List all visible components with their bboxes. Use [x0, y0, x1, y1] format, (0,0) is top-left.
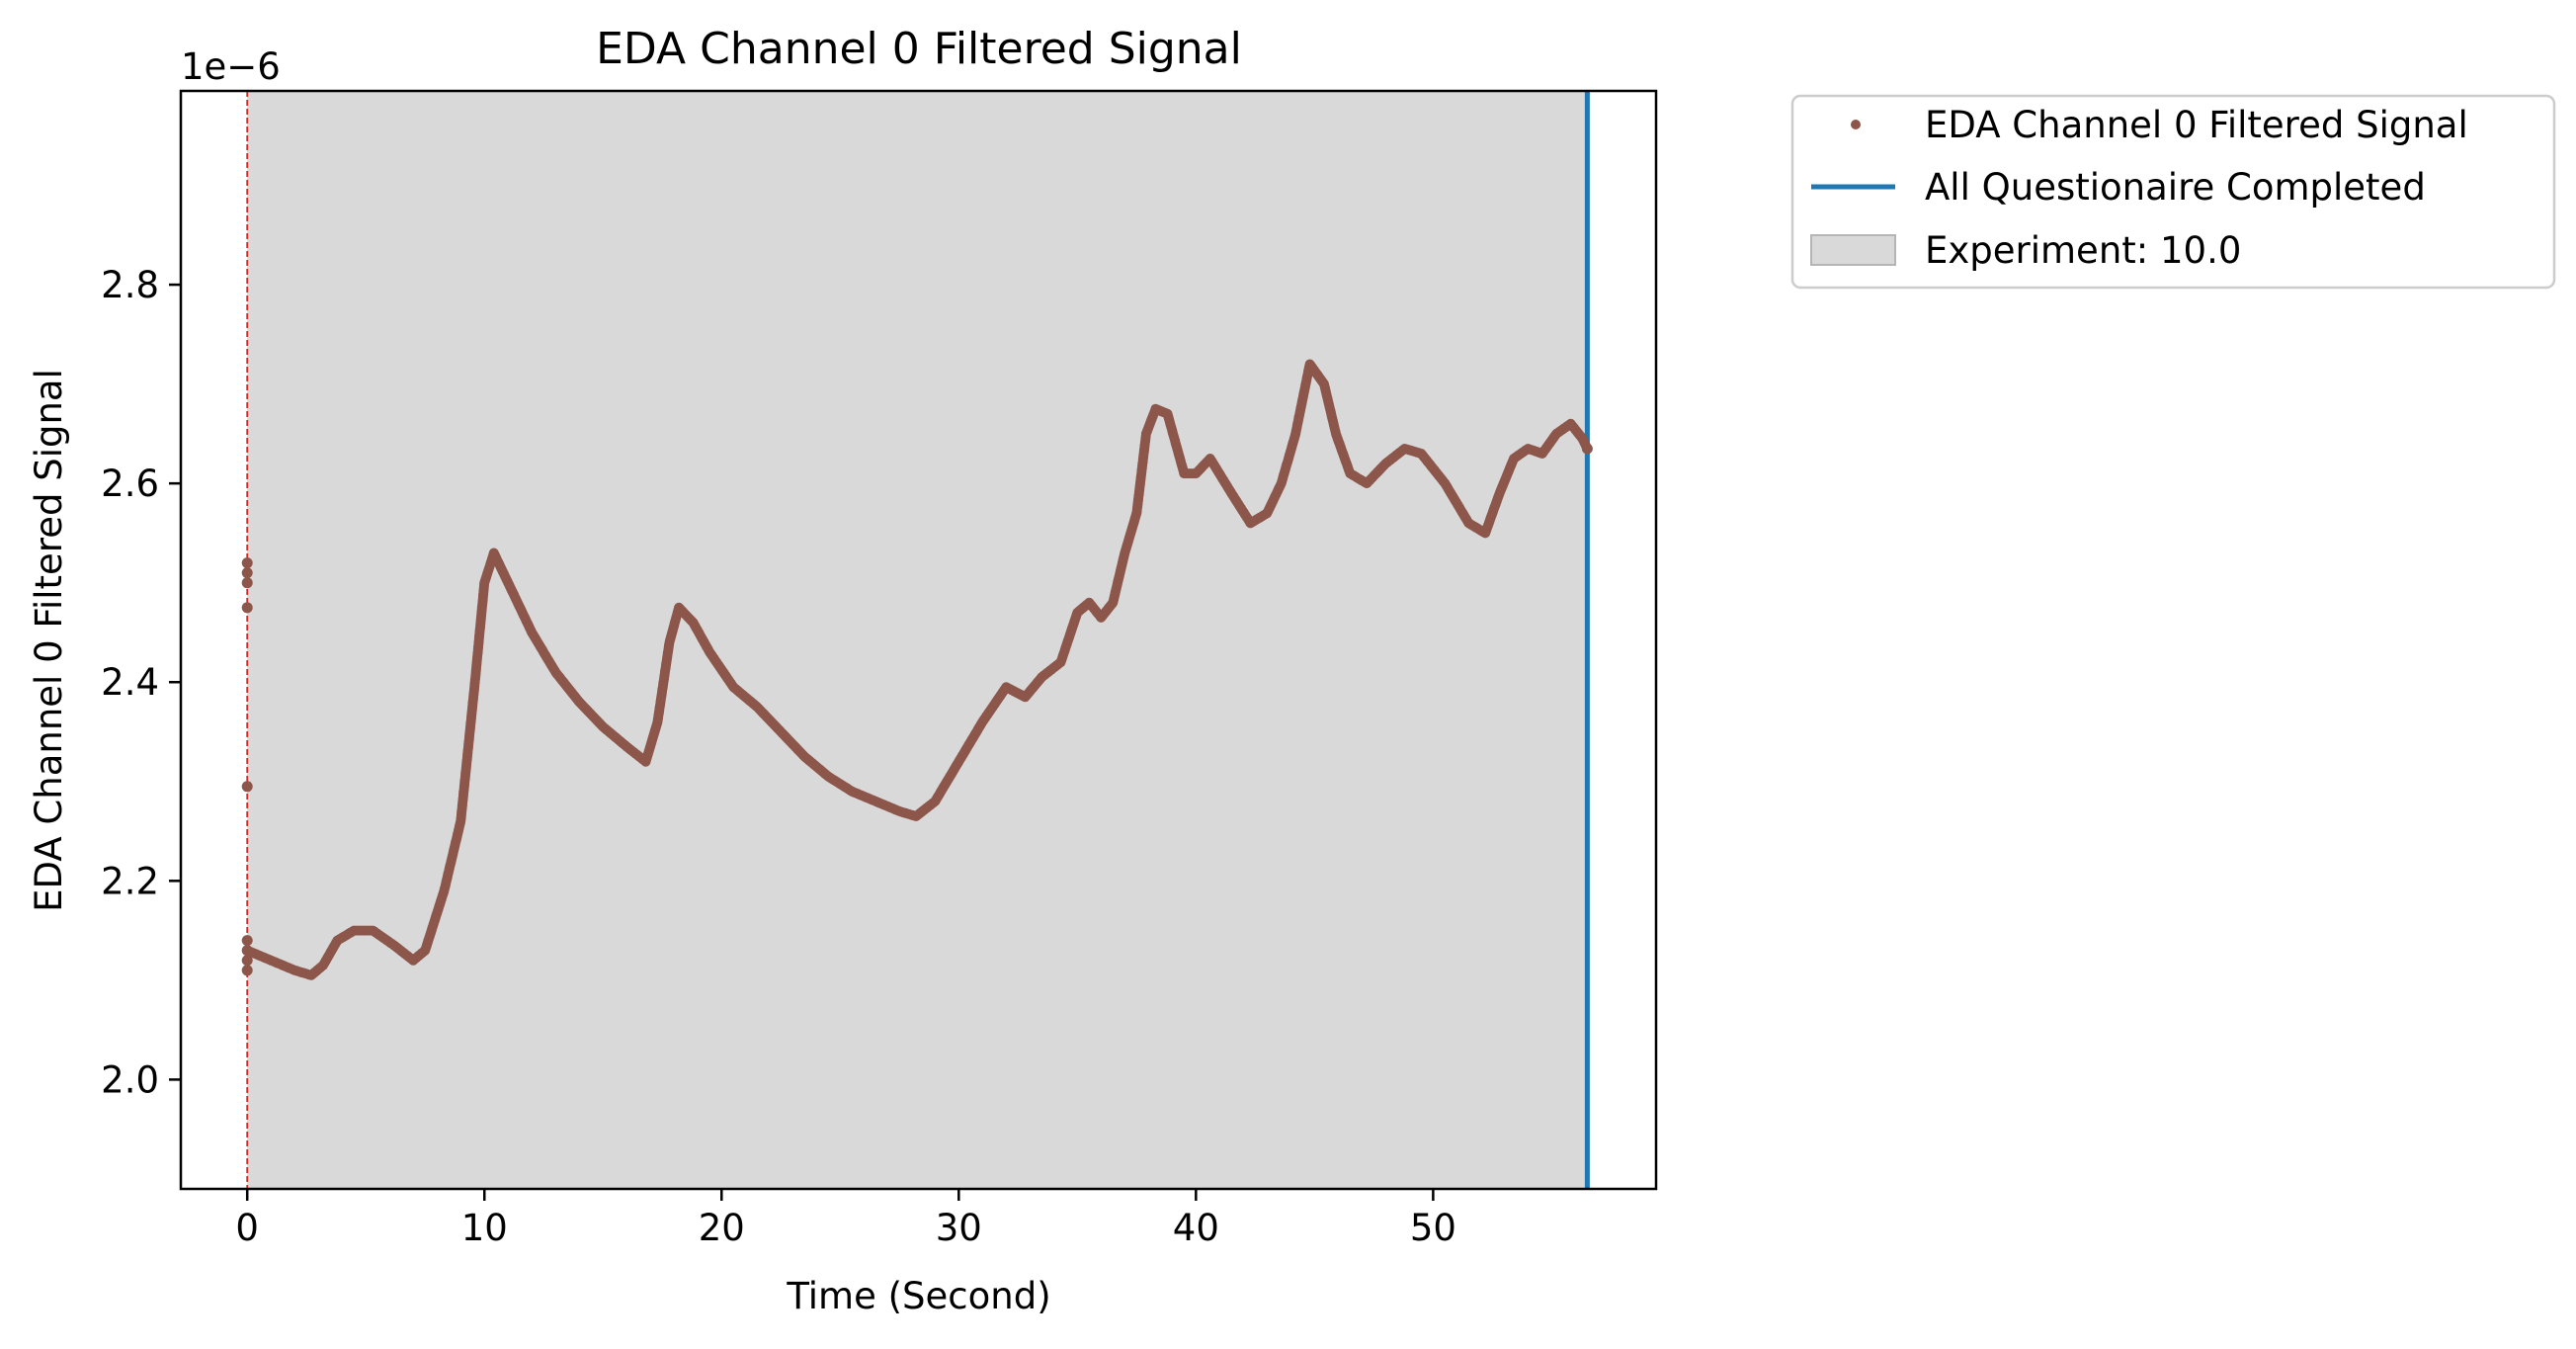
- data-point: [241, 955, 253, 967]
- data-point: [241, 965, 253, 976]
- legend-marker-signal: [1851, 120, 1861, 129]
- x-axis: 0 10 20 30 40 50: [235, 1189, 1456, 1249]
- legend-patch-experiment: [1810, 234, 1896, 266]
- data-point: [241, 945, 253, 957]
- y-tick-label: 2.4: [101, 661, 159, 704]
- chart-title: EDA Channel 0 Filtered Signal: [596, 24, 1242, 74]
- data-point: [241, 567, 253, 579]
- x-tick-label: 50: [1410, 1207, 1456, 1249]
- experiment-shaded-region: [247, 91, 1588, 1189]
- y-offset-label: 1e−6: [181, 45, 281, 88]
- data-points: [241, 359, 1593, 980]
- legend-label-signal: EDA Channel 0 Filtered Signal: [1925, 104, 2468, 146]
- x-tick-label: 40: [1173, 1207, 1219, 1249]
- y-tick-label: 2.2: [101, 860, 159, 902]
- x-tick-label: 10: [461, 1207, 508, 1249]
- legend: EDA Channel 0 Filtered Signal All Questi…: [1790, 94, 2556, 290]
- data-point: [241, 781, 253, 793]
- data-point: [1581, 443, 1593, 455]
- data-point: [241, 577, 253, 589]
- data-point: [241, 557, 253, 569]
- y-axis-label: EDA Channel 0 Filtered Signal: [28, 369, 70, 912]
- x-axis-label: Time (Second): [786, 1275, 1050, 1317]
- vertical-lines: [246, 91, 1590, 1189]
- x-tick-label: 20: [699, 1207, 745, 1249]
- y-tick-label: 2.0: [101, 1058, 159, 1101]
- legend-frame: [1790, 94, 2556, 290]
- y-tick-label: 2.6: [101, 463, 159, 505]
- y-tick-label: 2.8: [101, 264, 159, 306]
- data-point: [241, 935, 253, 947]
- y-axis: 2.0 2.2 2.4 2.6 2.8: [101, 264, 181, 1101]
- legend-label-completed: All Questionaire Completed: [1925, 166, 2426, 209]
- legend-label-experiment: Experiment: 10.0: [1925, 229, 2241, 272]
- x-tick-label: 0: [235, 1207, 259, 1249]
- x-tick-label: 30: [936, 1207, 982, 1249]
- data-point: [241, 602, 253, 614]
- plot-frame: [179, 89, 1658, 1191]
